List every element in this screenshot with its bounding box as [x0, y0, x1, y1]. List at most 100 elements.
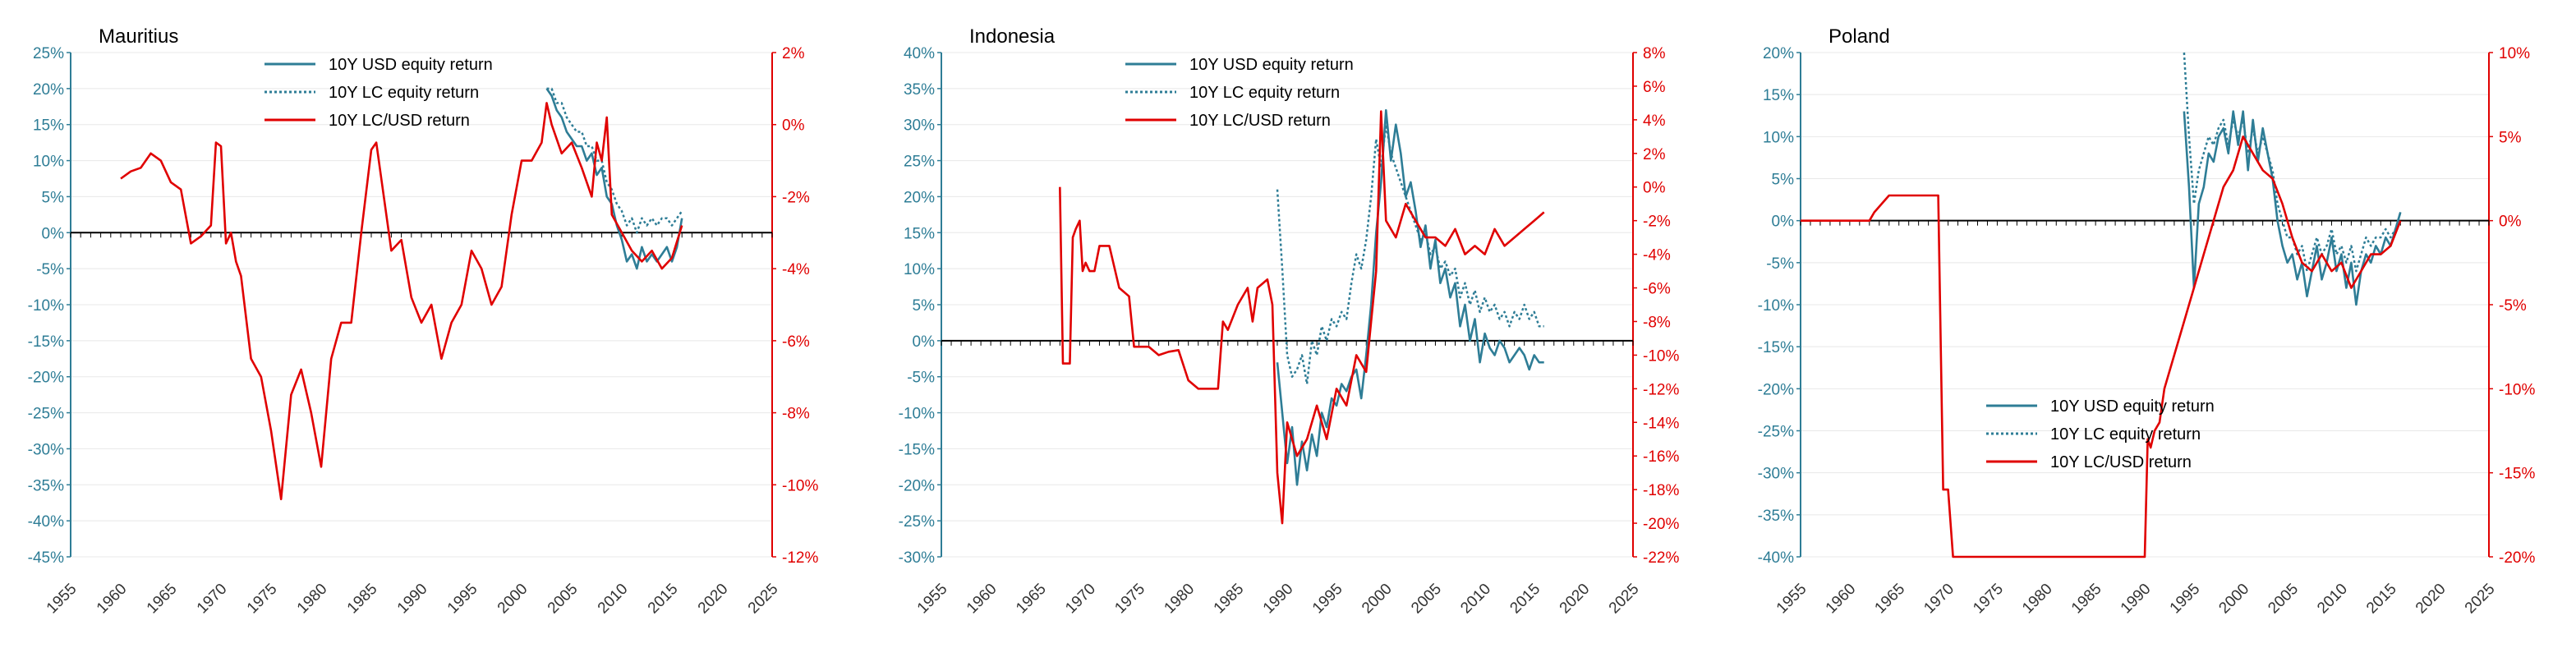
x-tick-label: 2005: [1408, 581, 1445, 618]
legend-label: 10Y USD equity return: [2050, 398, 2215, 416]
left-tick-label: 20%: [1763, 45, 1794, 62]
x-tick-label: 1995: [444, 581, 481, 618]
left-tick-label: 20%: [904, 189, 935, 206]
left-tick-label: 5%: [1772, 172, 1795, 189]
left-tick-label: -10%: [899, 406, 935, 423]
x-tick-label: 2000: [494, 581, 531, 618]
left-tick-label: -15%: [899, 441, 935, 458]
left-tick-label: -10%: [1758, 297, 1794, 315]
left-tick-label: -20%: [1758, 381, 1794, 398]
series-line-1: [545, 88, 683, 270]
left-tick-label: 10%: [1763, 129, 1794, 146]
series-line-2: [1276, 123, 1544, 385]
legend-label: 10Y LC equity return: [1189, 84, 1340, 102]
x-tick-label: 2000: [1359, 581, 1396, 618]
right-tick-label: -20%: [2499, 549, 2535, 567]
left-tick-label: -15%: [28, 333, 64, 351]
x-tick-label: 1985: [1211, 581, 1248, 618]
left-tick-label: 0%: [913, 333, 936, 351]
left-tick-label: 15%: [1763, 87, 1794, 104]
chart-title: Mauritius: [99, 25, 178, 48]
x-tick-label: 2025: [1606, 581, 1643, 618]
left-tick-label: 10%: [904, 261, 935, 278]
left-tick-label: -25%: [28, 406, 64, 423]
left-tick-label: 0%: [1772, 214, 1795, 231]
right-tick-label: 0%: [2499, 214, 2522, 231]
left-tick-label: -25%: [1758, 424, 1794, 441]
right-tick-label: -8%: [782, 406, 810, 423]
right-tick-label: 6%: [1643, 79, 1666, 96]
x-tick-label: 1970: [1062, 581, 1099, 618]
x-tick-label: 2020: [2413, 581, 2450, 618]
left-tick-label: -20%: [899, 477, 935, 494]
x-tick-label: 2015: [1507, 581, 1544, 618]
right-tick-label: 4%: [1643, 113, 1666, 130]
right-tick-label: -15%: [2499, 466, 2535, 483]
right-tick-label: -14%: [1643, 415, 1679, 432]
left-tick-label: 5%: [42, 189, 65, 206]
x-tick-label: 1965: [1872, 581, 1909, 618]
x-tick-label: 1985: [344, 581, 381, 618]
left-tick-label: -5%: [1766, 255, 1794, 273]
left-tick-label: 15%: [33, 117, 64, 135]
x-tick-label: 2025: [745, 581, 782, 618]
x-tick-label: 2000: [2216, 581, 2253, 618]
right-tick-label: -12%: [1643, 381, 1679, 398]
x-tick-label: 1965: [144, 581, 181, 618]
right-tick-label: -2%: [1643, 214, 1671, 231]
right-tick-label: -22%: [1643, 549, 1679, 567]
legend-label: 10Y LC/USD return: [2050, 453, 2192, 471]
series-line-1: [1276, 108, 1544, 486]
right-tick-label: 8%: [1643, 45, 1666, 62]
left-tick-label: 30%: [904, 117, 935, 135]
series-line-3: [1059, 110, 1545, 525]
x-tick-label: 1980: [2019, 581, 2056, 618]
left-tick-label: -40%: [1758, 549, 1794, 567]
x-tick-label: 1995: [2167, 581, 2204, 618]
chart-poland: 20% 15% 10% 5% 0% -5% -10% -15% -20% -25% -30% -35%…: [1758, 25, 2536, 617]
left-tick-label: -10%: [28, 297, 64, 315]
x-tick-label: 2015: [645, 581, 682, 618]
left-tick-label: -25%: [899, 513, 935, 531]
x-tick-label: 1955: [914, 581, 951, 618]
legend-label: 10Y LC/USD return: [1189, 112, 1331, 130]
series-line-1: [2183, 110, 2402, 306]
x-tick-label: 1960: [1823, 581, 1860, 618]
x-tick-label: 2015: [2363, 581, 2400, 618]
chart-mauritius: 25% 20% 15% 10% 5% 0% -5% -10% -15% -20% -25% -30% -…: [28, 25, 819, 617]
x-tick-label: 1990: [2118, 581, 2155, 618]
x-tick-label: 1965: [1013, 581, 1050, 618]
x-tick-label: 1980: [294, 581, 331, 618]
x-tick-label: 2005: [545, 581, 582, 618]
left-tick-label: 25%: [904, 154, 935, 171]
right-tick-label: 0%: [782, 117, 805, 135]
x-tick-label: 1970: [1920, 581, 1957, 618]
right-tick-label: -16%: [1643, 448, 1679, 466]
chart-title: Poland: [1828, 25, 1890, 48]
right-tick-label: -10%: [782, 477, 818, 494]
right-tick-label: 10%: [2499, 45, 2530, 62]
left-tick-label: 25%: [33, 45, 64, 62]
right-tick-label: -12%: [782, 549, 818, 567]
right-tick-label: -2%: [782, 189, 810, 206]
x-tick-label: 1955: [1773, 581, 1810, 618]
right-tick-label: -10%: [2499, 381, 2535, 398]
left-tick-label: 15%: [904, 225, 935, 242]
right-tick-label: 2%: [1643, 146, 1666, 163]
x-tick-label: 2025: [2462, 581, 2499, 618]
left-tick-label: -20%: [28, 370, 64, 387]
x-tick-label: 1960: [964, 581, 1000, 618]
right-tick-label: -18%: [1643, 482, 1679, 499]
left-tick-label: -30%: [1758, 466, 1794, 483]
x-tick-label: 1985: [2068, 581, 2105, 618]
chart-indonesia: 40% 35% 30% 25% 20% 15% 10% 5% 0% -5% -10% -15% -20%…: [899, 25, 1680, 617]
x-tick-label: 1975: [1970, 581, 2007, 618]
x-tick-label: 1970: [194, 581, 231, 618]
left-tick-label: 0%: [42, 225, 65, 242]
x-tick-label: 2020: [695, 581, 732, 618]
right-tick-label: -20%: [1643, 516, 1679, 533]
left-tick-label: -30%: [899, 549, 935, 567]
x-tick-label: 1975: [1111, 581, 1148, 618]
left-tick-label: -45%: [28, 549, 64, 567]
legend-label: 10Y LC equity return: [329, 84, 479, 102]
